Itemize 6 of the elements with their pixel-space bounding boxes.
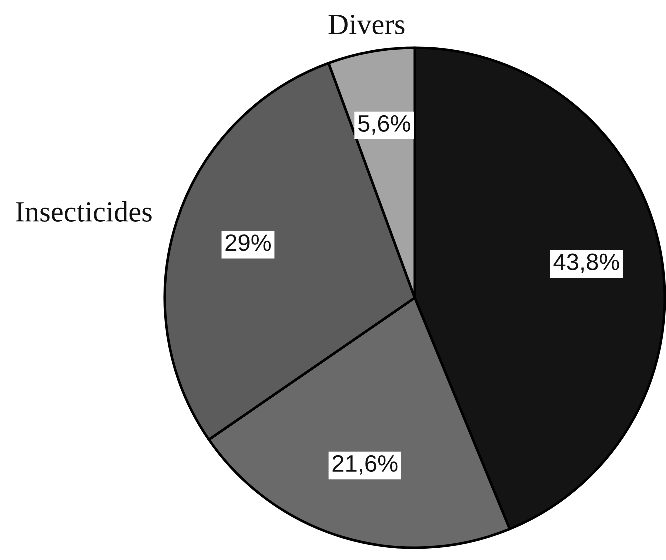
data-label: 29% (226, 234, 272, 252)
data-label: 5,6% (358, 115, 410, 135)
slice-label: Divers (328, 14, 405, 35)
slice-label: Insecticides (16, 201, 152, 222)
data-label: 43,8% (554, 254, 620, 274)
data-label: 21,6% (332, 455, 398, 475)
